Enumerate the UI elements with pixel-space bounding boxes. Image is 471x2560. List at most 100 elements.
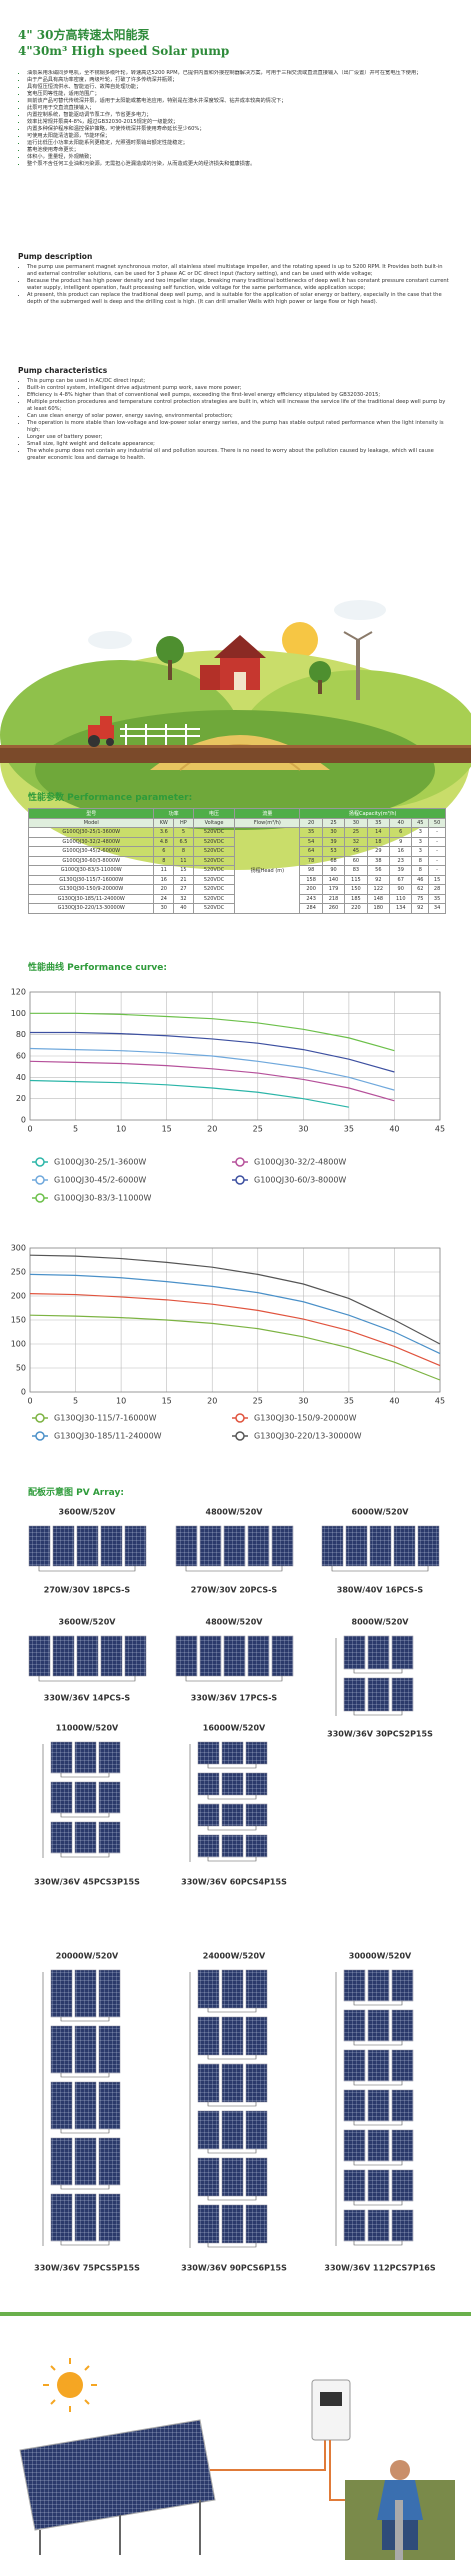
solar-panel xyxy=(417,1525,440,1567)
table: 型号 功率 电压 流量 扬程Capacity(m³/h) Model KW HP Voltage… xyxy=(28,808,446,914)
solar-panel xyxy=(52,1635,75,1677)
table-cell: 83 xyxy=(344,865,368,876)
solar-panel xyxy=(221,2110,244,2150)
list-item: 具有恒压恒流供水、智能运行、故障自处理功能； xyxy=(27,84,448,91)
table-cell: G100QJ30-60/3-8000W xyxy=(28,855,155,866)
table-cell: 3 xyxy=(411,827,430,838)
legend-marker xyxy=(235,1157,245,1167)
array-config: 270W/30V 18PCS-S xyxy=(44,1586,131,1595)
x-tick-label: 15 xyxy=(162,1125,172,1134)
series-line xyxy=(30,1012,395,1052)
legend-marker xyxy=(35,1413,45,1423)
y-tick-label: 0 xyxy=(21,1116,26,1125)
table-cell: G130QJ30-150/9-20000W xyxy=(28,884,155,895)
list-item: Can use clean energy of solar power, ene… xyxy=(27,413,450,420)
list-item: This pump can be used in AC/DC direct in… xyxy=(27,378,450,385)
solar-panel xyxy=(343,2049,366,2082)
table-cell: 24 xyxy=(153,893,175,904)
header-cell: 功率 xyxy=(153,808,194,819)
header-row: 型号 功率 电压 流量 扬程Capacity(m³/h) xyxy=(28,808,446,819)
solar-panel xyxy=(367,2009,390,2042)
table-row: G130QJ30-185/11-24000W 24 32 520VDC 243 218 18… xyxy=(28,893,446,904)
solar-panel xyxy=(50,2081,73,2130)
table-cell: 16 xyxy=(389,846,413,857)
legend-label: G130QJ30-185/11-24000W xyxy=(54,1432,162,1441)
item-text: 运行比低压小功率太阳能系列更稳定，光照强时泵输出额定性能稳定； xyxy=(27,140,188,146)
table-cell: 520VDC xyxy=(192,846,236,857)
y-tick-label: 300 xyxy=(11,1244,26,1253)
x-tick-label: 30 xyxy=(298,1125,308,1134)
solar-panel xyxy=(197,2016,220,2056)
list-item: 宽电压同等性能，适用范围广； xyxy=(27,91,448,98)
solar-panel xyxy=(391,2169,414,2202)
table-cell: - xyxy=(428,855,446,866)
solar-panel xyxy=(245,2016,268,2056)
legend-marker xyxy=(35,1175,45,1185)
solar-panel xyxy=(74,1969,97,2018)
array-power: 4800W/520V xyxy=(206,1618,264,1627)
table-row: G130QJ30-220/13-30000W 30 40 520VDC 284 260 22… xyxy=(28,903,446,914)
table-cell: 30 xyxy=(321,827,346,838)
wiring xyxy=(353,2161,403,2166)
table-cell: G130QJ30-115/7-16000W xyxy=(28,874,155,885)
y-tick-label: 20 xyxy=(16,1094,26,1103)
solar-panel xyxy=(223,1635,246,1677)
intro-cn: 油泵采用永磁同步电机，全不锈钢多级叶轮，转速高达5200 RPM，已提供内置和外… xyxy=(18,70,448,248)
solar-panel xyxy=(197,1772,220,1796)
x-tick-label: 5 xyxy=(73,1125,78,1134)
table-cell: 56 xyxy=(366,865,391,876)
wiring xyxy=(207,2196,257,2201)
solar-panel xyxy=(345,1525,368,1567)
table-cell: 32 xyxy=(173,893,194,904)
item-text: 体积小，重量轻，外观精致； xyxy=(27,154,95,160)
item-text: 内置控制系统，智能驱动调节泵工作，节省更多电力； xyxy=(27,112,152,118)
table-cell: 3 xyxy=(411,846,430,857)
solar-panel xyxy=(391,2129,414,2162)
wiring xyxy=(207,2243,257,2248)
table-cell: 122 xyxy=(366,884,391,895)
characteristics-heading: Pump characteristics xyxy=(18,366,108,375)
solar-panel xyxy=(367,2169,390,2202)
solar-panel xyxy=(391,1677,414,1712)
table-cell: 21 xyxy=(173,874,194,885)
table-cell: 200 xyxy=(299,884,323,895)
characteristics: Pump characteristics This pump can be us… xyxy=(18,366,450,516)
wiring xyxy=(353,1711,403,1716)
solar-panel xyxy=(367,2129,390,2162)
legend-marker xyxy=(35,1431,45,1441)
table-cell: 220 xyxy=(344,903,368,914)
solar-panel xyxy=(369,1525,392,1567)
wiring xyxy=(60,2073,110,2078)
description-heading: Pump description xyxy=(18,252,93,261)
x-tick-label: 40 xyxy=(389,1125,399,1134)
x-tick-label: 25 xyxy=(253,1125,263,1134)
array-config: 330W/36V 60PCS4P15S xyxy=(181,1878,287,1887)
table-cell: 15 xyxy=(173,865,194,876)
table-cell: 35 xyxy=(428,893,446,904)
solar-panel xyxy=(343,1677,366,1712)
y-tick-label: 80 xyxy=(16,1030,26,1039)
solar-panel xyxy=(367,2049,390,2082)
list-item: The operation is more stable than low-vo… xyxy=(27,420,450,434)
solar-panel xyxy=(343,1969,366,2002)
solar-panel xyxy=(98,2137,121,2186)
series-line xyxy=(29,1293,441,1367)
table-cell: 520VDC xyxy=(192,903,236,914)
table-cell: 218 xyxy=(321,893,346,904)
solar-panel xyxy=(74,1821,97,1854)
solar-panel xyxy=(247,1525,270,1567)
table-cell: 8 xyxy=(411,855,430,866)
array-power: 3600W/520V xyxy=(59,1618,117,1627)
solar-panel xyxy=(50,2137,73,2186)
table-cell: 11 xyxy=(153,865,175,876)
solar-panel xyxy=(199,1635,222,1677)
solar-panel xyxy=(391,1969,414,2002)
paragraph: Because the product has high power densi… xyxy=(27,278,450,292)
header-cell: HP xyxy=(173,817,194,828)
wiring xyxy=(60,1853,110,1858)
wiring xyxy=(60,2241,110,2246)
table-cell: 140 xyxy=(321,874,346,885)
list-item: 油泵采用永磁同步电机，全不锈钢多级叶轮，转速高达5200 RPM，已提供内置和外… xyxy=(27,70,448,77)
list-item: 蓄电池使用寿命更长； xyxy=(27,147,448,154)
solar-panel xyxy=(28,1635,51,1677)
